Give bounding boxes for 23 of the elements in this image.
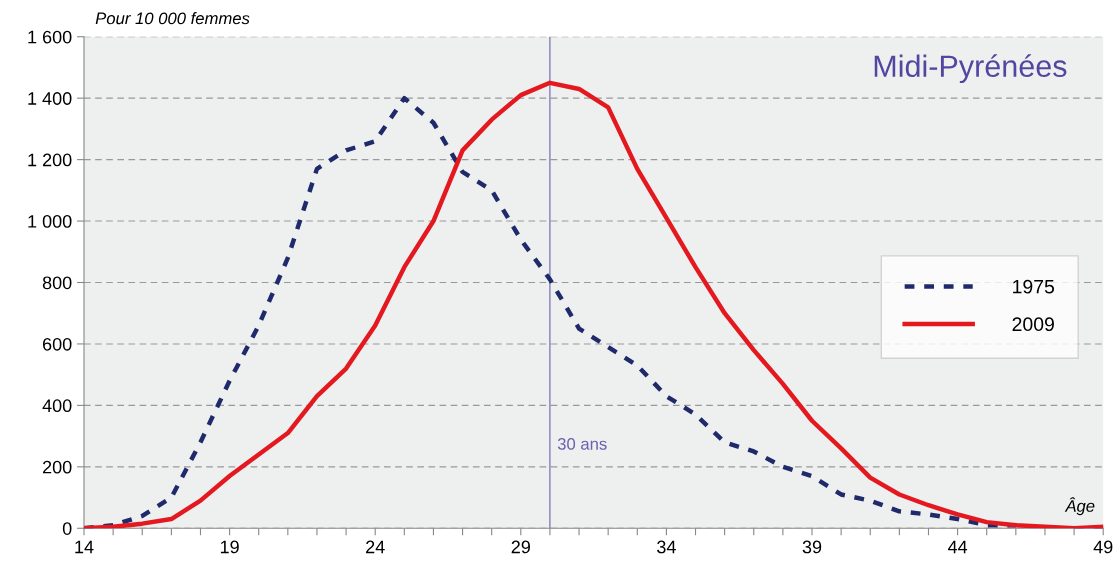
y-tick-label: 800 — [42, 276, 72, 290]
y-axis-title: Pour 10 000 femmes — [95, 12, 250, 25]
x-tick-label: 29 — [511, 540, 530, 554]
text: Midi-Pyrénées — [874, 54, 1067, 84]
y-tick-label: 1 200 — [28, 153, 72, 167]
y-tick-label: 600 — [42, 337, 72, 351]
x-tick-label: 49 — [1093, 540, 1113, 554]
y-tick-label: 1 400 — [28, 92, 72, 105]
x-tick-label: 19 — [220, 540, 239, 554]
x-tick-label: 39 — [802, 540, 822, 554]
x-tick-label: 34 — [657, 540, 676, 554]
x-tick-label: 14 — [75, 540, 94, 554]
y-tick-label: 1 600 — [28, 30, 72, 44]
ref-line-label: 30 ans — [557, 438, 607, 450]
y-tick-label: 200 — [42, 460, 72, 474]
x-tick-label: 44 — [947, 540, 968, 554]
legend-label: 1975 — [1013, 279, 1055, 294]
y-tick-label: 1 000 — [28, 214, 72, 228]
y-tick-label: 0 — [62, 522, 72, 535]
x-axis-title: Âge — [1064, 497, 1095, 516]
x-tick-label: 24 — [366, 540, 385, 554]
y-tick-label: 400 — [42, 399, 72, 413]
legend-label: 2009 — [1012, 317, 1054, 332]
